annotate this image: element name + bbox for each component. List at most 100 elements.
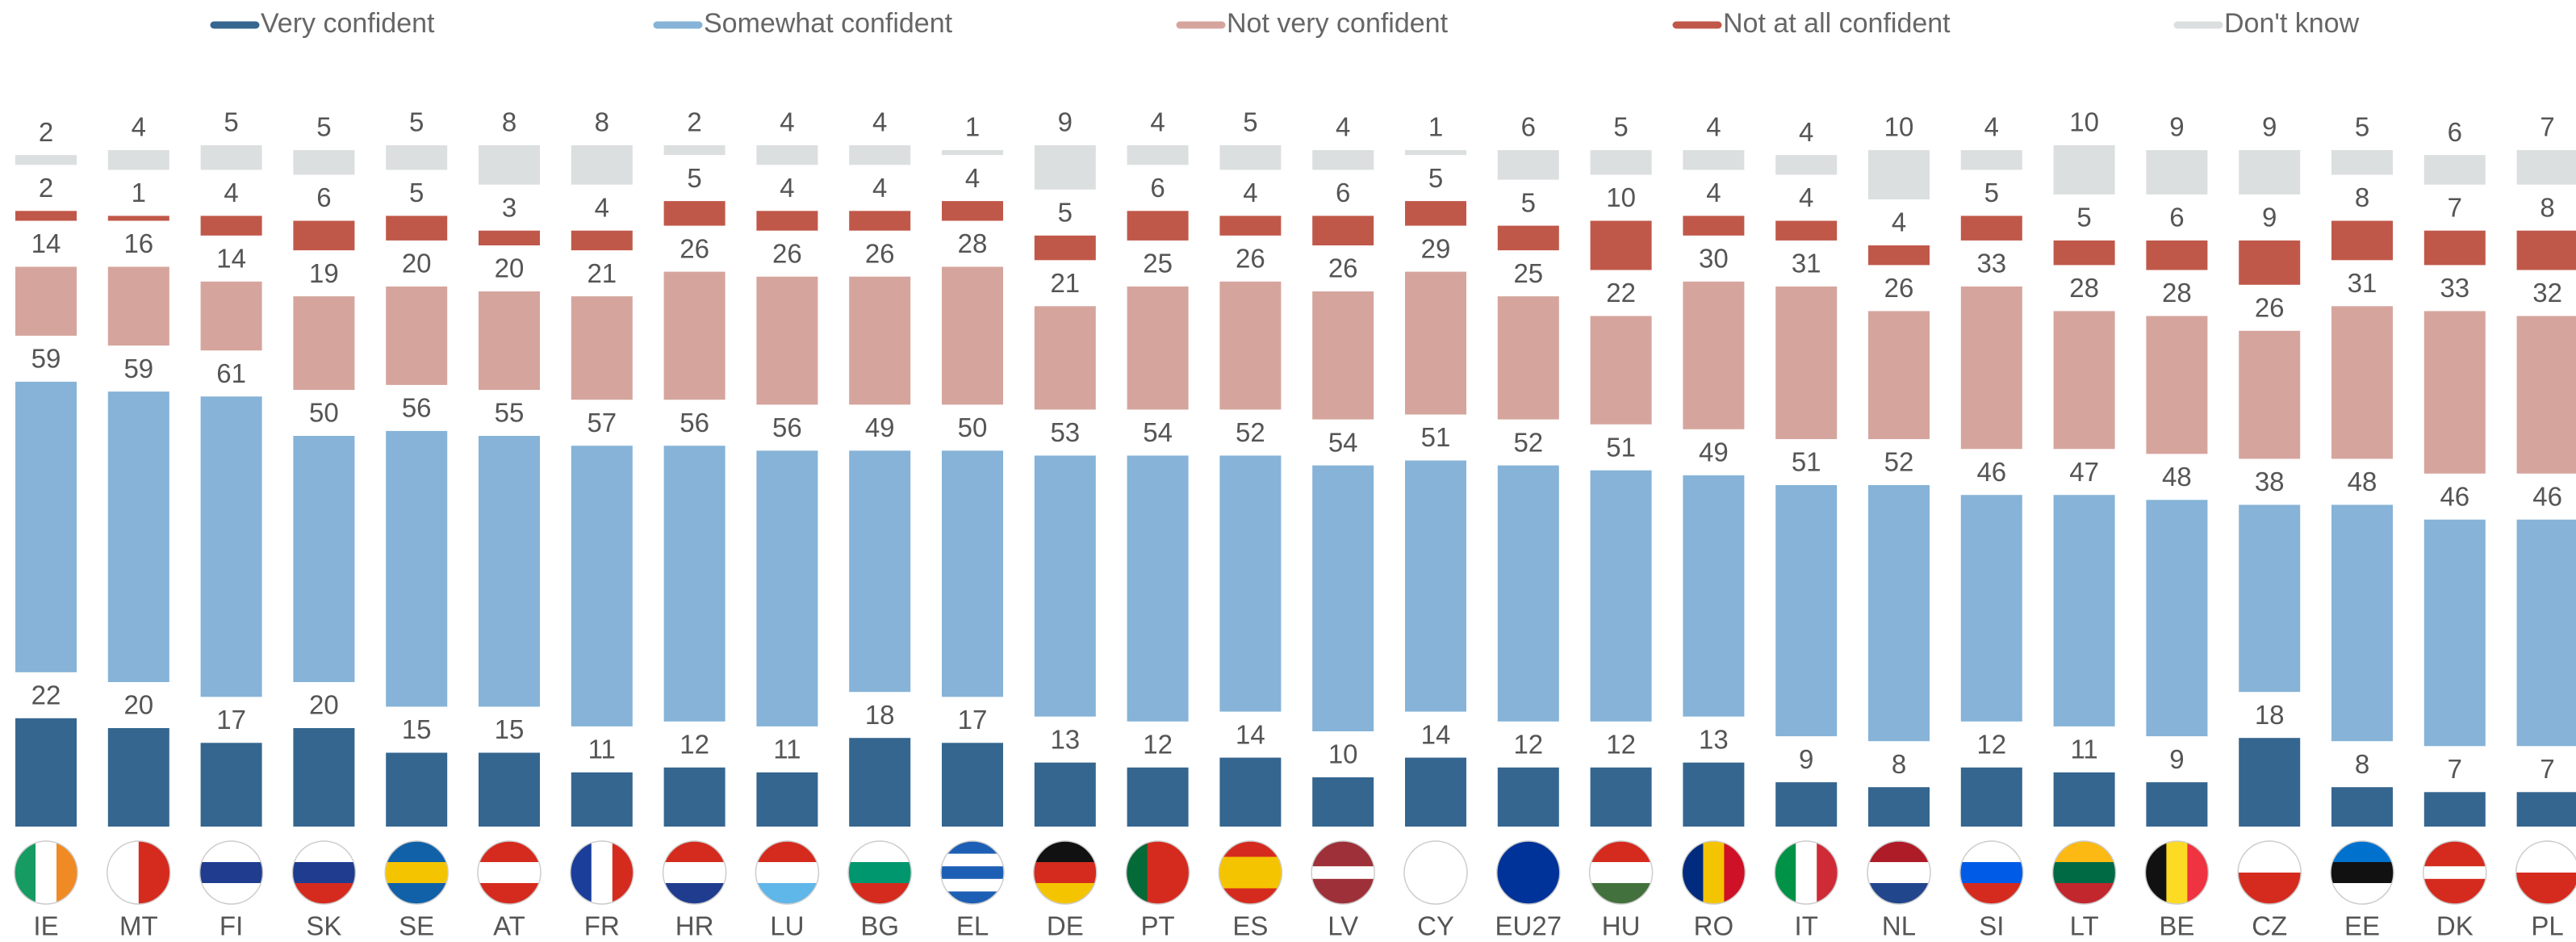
bar-segment	[942, 450, 1003, 697]
flag-outline	[1588, 840, 1654, 905]
flag-stripe	[1219, 873, 1282, 889]
value-label: 20	[123, 690, 153, 720]
bar-segment	[1960, 495, 2022, 722]
value-label: 5	[1984, 178, 1999, 207]
value-label: 46	[2532, 481, 2562, 511]
value-label: 5	[1613, 112, 1628, 142]
value-label: 20	[495, 253, 525, 283]
flag-stripe	[2423, 878, 2486, 892]
bar-segment	[107, 266, 169, 346]
value-label: 10	[1606, 182, 1636, 212]
bar-segment	[2516, 230, 2576, 270]
x-tick-label: FI	[220, 911, 243, 941]
flag-stripe	[1867, 841, 1930, 863]
value-label: 4	[132, 112, 146, 142]
value-label: 6	[2448, 117, 2462, 147]
bar-segment	[15, 211, 77, 221]
x-tick-label: DE	[1047, 911, 1084, 941]
value-label: 26	[772, 238, 802, 268]
value-label: 51	[1606, 432, 1636, 462]
flag-stripe	[292, 862, 356, 884]
flag-stripe	[15, 841, 36, 904]
legend-label: Don't know	[2224, 8, 2360, 39]
flag-stripe	[478, 862, 541, 884]
bar-segment	[942, 743, 1003, 827]
x-tick-label: DK	[2436, 911, 2474, 941]
value-label: 5	[1428, 163, 1443, 193]
value-label: 12	[1513, 730, 1543, 760]
flag-stripe	[478, 841, 541, 863]
flag-stripe	[941, 891, 1004, 904]
bar-segment	[1312, 777, 1374, 827]
value-label: 48	[2348, 467, 2377, 496]
bar-segment	[1683, 216, 1745, 236]
flag-stripe	[385, 883, 449, 904]
value-label: 15	[495, 714, 525, 744]
flag-stripe	[941, 878, 1004, 892]
flag-stripe	[1959, 841, 2023, 863]
value-label: 8	[595, 107, 609, 137]
bar-segment	[1219, 455, 1282, 712]
x-tick-label: IT	[1795, 911, 1818, 941]
bar-segment	[1775, 220, 1838, 241]
value-label: 14	[31, 228, 61, 258]
value-label: 4	[1150, 107, 1165, 137]
bar-segment	[2516, 519, 2576, 747]
flag-stripe	[199, 883, 263, 904]
flag-stripe	[1404, 841, 1467, 904]
bar-segment	[2331, 504, 2393, 742]
value-label: 9	[1799, 744, 1813, 774]
bar-segment	[942, 201, 1003, 221]
x-tick-label: MT	[119, 911, 158, 941]
flag-outline	[14, 840, 78, 905]
bar-segment	[663, 767, 726, 827]
bar-segment	[1219, 281, 1282, 410]
flag-outline	[107, 840, 171, 905]
flag-stripe	[1959, 862, 2023, 884]
bar-segment	[571, 446, 633, 726]
value-label: 59	[123, 354, 153, 383]
bar-segment	[1405, 271, 1466, 415]
value-label: 8	[2355, 749, 2369, 779]
bar-segment	[1219, 144, 1282, 170]
bar-segment	[1405, 460, 1466, 712]
value-label: 6	[1336, 178, 1350, 207]
bar-segment	[1683, 150, 1745, 170]
flag-stripe	[1796, 841, 1817, 904]
bar-segment	[479, 291, 540, 390]
value-label: 7	[2540, 112, 2554, 142]
bar-segment	[756, 772, 818, 827]
bar-segment	[849, 211, 911, 231]
flag-stripe	[848, 883, 912, 904]
bar-segment	[2331, 220, 2393, 261]
bar-segment	[1775, 782, 1838, 827]
legend-label: Somewhat confident	[704, 8, 953, 39]
value-label: 4	[224, 178, 238, 207]
flag-outline	[847, 840, 912, 905]
flag-stripe	[1703, 841, 1725, 904]
value-label: 5	[1058, 198, 1073, 228]
bar-segment	[2146, 500, 2208, 737]
value-label: 5	[1521, 187, 1536, 217]
flag-stripe	[1033, 841, 1097, 863]
flag-outline	[755, 840, 820, 905]
flag-stripe	[2331, 862, 2394, 884]
flag-stripe	[1867, 883, 1930, 904]
bar-segment	[1312, 150, 1374, 170]
flag-stripe	[2052, 883, 2116, 904]
value-label: 8	[1892, 749, 1906, 779]
bar-segment	[1034, 762, 1096, 827]
value-label: 47	[2069, 457, 2099, 487]
flag-stripe	[612, 841, 634, 904]
value-label: 53	[1050, 417, 1080, 447]
bar-segment	[200, 281, 262, 351]
bar-segment	[663, 144, 726, 156]
bar-segment	[386, 752, 448, 827]
bar-segment	[1497, 465, 1559, 722]
flag-stripe	[2238, 841, 2302, 873]
bar-segment	[571, 144, 633, 185]
bar-segment	[2239, 150, 2301, 195]
flag-outline	[1125, 840, 1190, 905]
flag-stripe	[107, 841, 140, 904]
flag-outline	[940, 840, 1005, 905]
